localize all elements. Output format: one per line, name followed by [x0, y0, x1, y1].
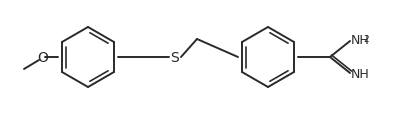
Text: NH: NH — [350, 34, 369, 47]
Text: S: S — [170, 51, 179, 64]
Text: 2: 2 — [362, 34, 368, 43]
Text: NH: NH — [350, 68, 369, 81]
Text: O: O — [38, 51, 48, 64]
